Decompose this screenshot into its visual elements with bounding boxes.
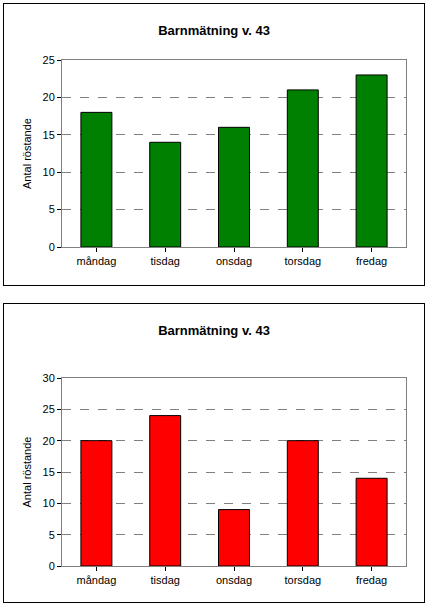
svg-text:25: 25 <box>43 54 55 66</box>
svg-text:10: 10 <box>43 497 55 509</box>
svg-text:0: 0 <box>49 560 55 572</box>
svg-text:torsdag: torsdag <box>284 574 321 586</box>
svg-text:15: 15 <box>43 129 55 141</box>
svg-text:onsdag: onsdag <box>216 255 252 267</box>
svg-text:tisdag: tisdag <box>151 255 180 267</box>
svg-text:fredag: fredag <box>356 255 387 267</box>
svg-text:fredag: fredag <box>356 574 387 586</box>
svg-text:30: 30 <box>43 372 55 384</box>
svg-text:måndag: måndag <box>77 574 117 586</box>
svg-text:10: 10 <box>43 166 55 178</box>
svg-text:25: 25 <box>43 403 55 415</box>
svg-text:Antal röstande: Antal röstande <box>21 118 33 189</box>
svg-text:5: 5 <box>49 203 55 215</box>
svg-text:måndag: måndag <box>77 255 117 267</box>
svg-text:20: 20 <box>43 435 55 447</box>
svg-text:5: 5 <box>49 529 55 541</box>
svg-text:onsdag: onsdag <box>216 574 252 586</box>
svg-text:tisdag: tisdag <box>151 574 180 586</box>
svg-text:torsdag: torsdag <box>284 255 321 267</box>
svg-text:20: 20 <box>43 91 55 103</box>
svg-text:Barnmätning v. 43: Barnmätning v. 43 <box>158 323 270 338</box>
svg-text:0: 0 <box>49 241 55 253</box>
svg-text:Antal röstande: Antal röstande <box>21 437 33 508</box>
svg-text:15: 15 <box>43 466 55 478</box>
svg-text:Barnmätning v. 43: Barnmätning v. 43 <box>158 23 270 38</box>
